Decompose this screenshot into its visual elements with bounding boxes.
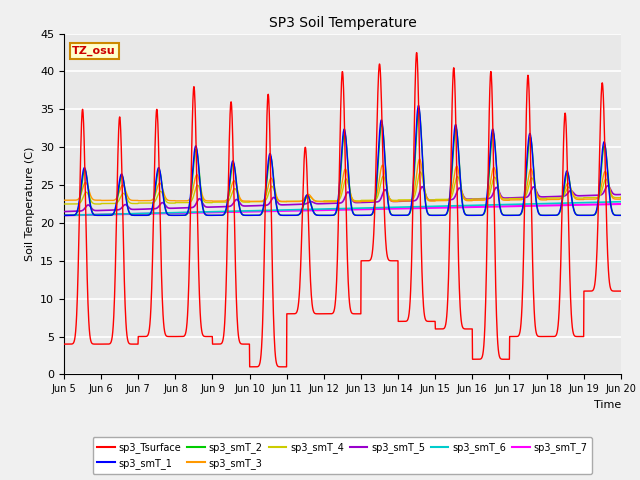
sp3_smT_3 [617, 196, 625, 202]
sp3_smT_2 [505, 213, 513, 218]
sp3_smT_7 [358, 206, 366, 212]
sp3_smT_3 [416, 156, 424, 162]
sp3_Tsurface [371, 206, 379, 212]
sp3_smT_7 [583, 202, 591, 207]
sp3_smT_2 [415, 108, 422, 113]
sp3_smT_6 [60, 213, 68, 218]
sp3_smT_6 [583, 200, 591, 205]
sp3_Tsurface [584, 288, 591, 294]
sp3_smT_4 [359, 197, 367, 203]
sp3_smT_7 [617, 201, 625, 207]
sp3_smT_4 [371, 197, 379, 203]
sp3_Tsurface [413, 50, 420, 56]
sp3_smT_5 [358, 200, 366, 205]
sp3_smT_1 [60, 213, 68, 218]
sp3_smT_1 [61, 213, 69, 218]
sp3_smT_6 [358, 205, 366, 211]
sp3_smT_6 [504, 202, 512, 207]
Y-axis label: Soil Temperature (C): Soil Temperature (C) [24, 147, 35, 261]
sp3_smT_7 [568, 202, 575, 208]
Line: sp3_smT_5: sp3_smT_5 [64, 186, 621, 212]
sp3_smT_5 [504, 195, 512, 201]
sp3_smT_5 [216, 204, 223, 210]
sp3_smT_2 [568, 196, 576, 202]
sp3_Tsurface [505, 356, 513, 362]
sp3_smT_1 [415, 103, 422, 108]
sp3_smT_4 [584, 195, 591, 201]
sp3_smT_6 [568, 200, 575, 206]
sp3_smT_6 [371, 205, 378, 211]
sp3_smT_4 [617, 194, 625, 200]
sp3_Tsurface [216, 341, 223, 347]
sp3_smT_3 [216, 198, 223, 204]
sp3_smT_5 [371, 199, 378, 205]
sp3_smT_1 [371, 199, 379, 205]
sp3_Tsurface [617, 288, 625, 294]
sp3_smT_3 [359, 199, 367, 204]
X-axis label: Time: Time [593, 400, 621, 409]
sp3_smT_3 [60, 197, 68, 203]
sp3_smT_6 [617, 199, 625, 204]
sp3_smT_3 [568, 189, 576, 195]
sp3_smT_3 [505, 197, 513, 203]
Title: SP3 Soil Temperature: SP3 Soil Temperature [269, 16, 416, 30]
sp3_smT_5 [617, 192, 625, 197]
sp3_smT_6 [216, 209, 223, 215]
sp3_smT_3 [584, 196, 591, 202]
sp3_smT_1 [584, 213, 591, 218]
sp3_smT_1 [359, 213, 367, 218]
sp3_smT_1 [216, 213, 223, 218]
Legend: sp3_Tsurface, sp3_smT_1, sp3_smT_2, sp3_smT_3, sp3_smT_4, sp3_smT_5, sp3_smT_6, : sp3_Tsurface, sp3_smT_1, sp3_smT_2, sp3_… [93, 437, 592, 474]
sp3_smT_5 [583, 192, 591, 198]
sp3_smT_4 [417, 169, 424, 175]
Line: sp3_smT_7: sp3_smT_7 [64, 204, 621, 216]
sp3_smT_3 [371, 197, 379, 203]
sp3_smT_1 [505, 213, 513, 218]
sp3_smT_4 [63, 201, 70, 207]
sp3_smT_7 [504, 204, 512, 209]
sp3_smT_7 [60, 213, 68, 218]
sp3_Tsurface [246, 364, 253, 370]
sp3_smT_5 [604, 183, 612, 189]
Line: sp3_smT_3: sp3_smT_3 [64, 159, 621, 202]
sp3_smT_2 [216, 213, 223, 218]
sp3_smT_4 [505, 196, 513, 202]
sp3_smT_3 [322, 199, 330, 204]
sp3_smT_1 [617, 213, 625, 218]
sp3_smT_4 [216, 199, 223, 205]
sp3_smT_2 [584, 213, 591, 218]
Line: sp3_smT_6: sp3_smT_6 [64, 202, 621, 216]
Text: TZ_osu: TZ_osu [72, 46, 116, 56]
sp3_smT_5 [60, 209, 68, 215]
sp3_Tsurface [359, 258, 367, 264]
Line: sp3_smT_2: sp3_smT_2 [64, 110, 621, 216]
sp3_smT_1 [568, 198, 576, 204]
sp3_Tsurface [60, 341, 68, 347]
sp3_smT_2 [62, 213, 70, 218]
sp3_smT_7 [216, 209, 223, 215]
sp3_smT_2 [60, 213, 68, 218]
sp3_smT_5 [568, 188, 575, 194]
sp3_smT_2 [617, 213, 625, 218]
sp3_smT_4 [568, 189, 576, 195]
sp3_smT_7 [371, 206, 378, 212]
sp3_smT_2 [359, 213, 367, 218]
Line: sp3_smT_1: sp3_smT_1 [64, 106, 621, 216]
sp3_smT_4 [60, 201, 68, 207]
Line: sp3_Tsurface: sp3_Tsurface [64, 53, 621, 367]
sp3_smT_2 [371, 203, 379, 208]
Line: sp3_smT_4: sp3_smT_4 [64, 172, 621, 204]
sp3_Tsurface [568, 322, 576, 327]
